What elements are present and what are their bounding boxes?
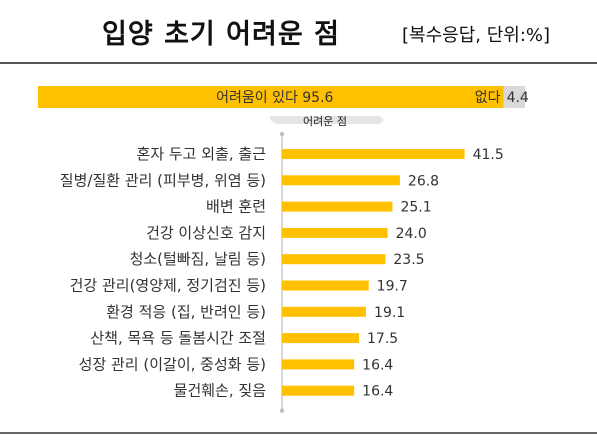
axis-cap-top [279,131,285,137]
category-label-7: 환경 적응 (집, 반려인 등) [106,303,266,321]
summary-value-2: 4.4 [507,90,529,106]
callout-arrow [270,116,384,124]
summary-segment-2 [503,86,525,108]
bottom-rule [0,432,597,434]
bar-2 [282,175,400,186]
summary-label-1: 어려움이 있다 95.6 [216,90,333,106]
summary-label-2: 없다 [475,90,501,106]
bar-4 [282,227,388,238]
bar-10 [282,385,355,396]
callout-title: 어려운 점 [303,115,347,128]
bar-7 [282,306,367,317]
value-label-1: 41.5 [473,147,504,163]
category-label-2: 질병/질환 관리 (피부병, 위염 등) [60,171,266,189]
bar-8 [282,333,359,344]
category-label-9: 성장 관리 (이갈이, 중성화 등) [79,355,266,373]
value-label-9: 16.4 [362,357,393,373]
value-label-5: 23.5 [393,252,424,268]
title-row: 입양 초기 어려운 점 [복수응답, 단위:%] [0,0,597,62]
category-label-4: 건강 이상신호 감지 [146,224,266,242]
bar-9 [282,359,355,370]
value-label-3: 25.1 [400,200,431,216]
category-label-5: 청소(털빠짐, 날림 등) [130,250,266,268]
top-rule [0,62,597,64]
bar-6 [282,280,369,291]
value-label-10: 16.4 [362,384,393,400]
category-label-10: 물건훼손, 짖음 [174,382,266,400]
summary-stacked-bar: 어려움이 있다 95.6 없다 4.4 [38,86,529,108]
value-label-2: 26.8 [408,173,439,189]
value-label-4: 24.0 [396,226,427,242]
chart-title: 입양 초기 어려운 점 [102,19,340,50]
category-label-6: 건강 관리(영양제, 정기검진 등) [70,277,266,295]
value-label-6: 19.7 [377,279,408,295]
category-label-1: 혼자 두고 외출, 출근 [137,145,267,163]
axis-cap-bottom [279,408,285,413]
chart-subtitle: [복수응답, 단위:%] [402,25,551,46]
value-label-8: 17.5 [367,331,398,347]
bar-5 [282,254,386,265]
chart-svg: 어려움이 있다 95.6 없다 4.4 어려운 점혼자 두고 외출, 출근 41.5 질… [38,86,529,413]
category-label-3: 배변 훈련 [206,198,266,216]
value-label-7: 19.1 [374,305,405,321]
difficulty-bar-chart: 어려운 점혼자 두고 외출, 출근 41.5 질병/질환 관리 (피부병, 위염 등… [60,115,504,413]
bar-3 [282,201,393,212]
category-label-8: 산책, 목욕 등 돌봄시간 조절 [90,329,266,347]
bar-1 [282,149,465,159]
summary-segment-1 [38,86,504,108]
